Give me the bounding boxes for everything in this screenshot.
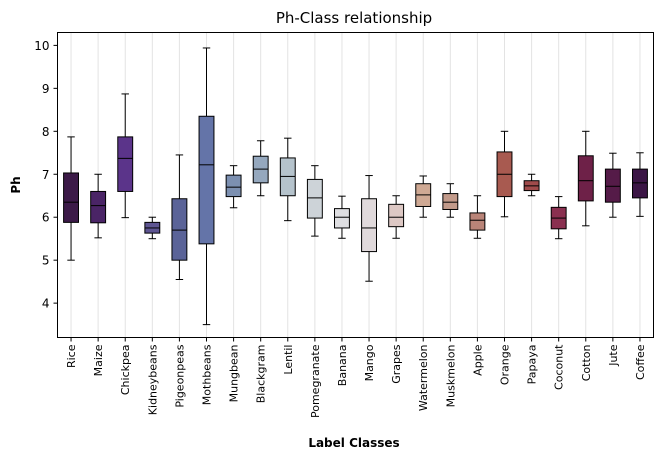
- box-chickpea: [117, 93, 134, 219]
- box-iqr: [90, 190, 107, 224]
- box-watermelon: [415, 175, 432, 218]
- box-pomegranate: [306, 165, 323, 237]
- x-tick-label: Muskmelon: [444, 344, 457, 407]
- box-plots: [63, 47, 648, 326]
- x-tick-label: Blackgram: [255, 345, 268, 404]
- box-cotton: [577, 130, 594, 227]
- x-tick-label: Coffee: [634, 344, 647, 380]
- x-tick-label: Kidneybeans: [146, 344, 159, 415]
- box-maize: [90, 173, 107, 239]
- plot-frame: [57, 32, 654, 338]
- x-tick-label: Lentil: [282, 345, 295, 375]
- box-iqr: [388, 203, 405, 228]
- box-iqr: [469, 212, 486, 231]
- x-tick-label: Coconut: [553, 344, 566, 390]
- box-banana: [334, 195, 350, 239]
- y-tick-label: 9: [42, 82, 50, 96]
- box-iqr: [63, 172, 79, 223]
- box-iqr: [198, 115, 215, 245]
- x-axis-label: Label Classes: [308, 436, 399, 450]
- box-iqr: [171, 198, 188, 261]
- box-muskmelon: [442, 183, 459, 218]
- box-kidneybeans: [144, 216, 161, 240]
- box-mothbeans: [198, 47, 215, 326]
- x-tick-label: Mothbeans: [201, 344, 214, 405]
- box-rice: [63, 136, 79, 261]
- box-iqr: [361, 198, 377, 253]
- y-tick-label: 4: [42, 297, 50, 311]
- y-tick-label: 5: [42, 254, 50, 268]
- x-tick-label: Cotton: [580, 344, 593, 381]
- box-blackgram: [252, 140, 269, 197]
- x-axis: Rice Maize Chickpea Kidneybeans Pigeonpeas Mo…: [65, 337, 647, 418]
- x-tick-label: Mango: [363, 344, 376, 381]
- box-mango: [361, 175, 377, 282]
- x-tick-label: Chickpea: [119, 345, 132, 396]
- x-tick-label: Rice: [65, 344, 78, 368]
- box-iqr: [306, 178, 323, 219]
- box-iqr: [334, 208, 350, 229]
- box-apple: [469, 195, 486, 239]
- x-tick-label: Papaya: [526, 345, 539, 385]
- box-jute: [604, 152, 621, 218]
- x-tick-label: Watermelon: [417, 344, 430, 411]
- box-iqr: [577, 155, 594, 202]
- y-tick-label: 10: [34, 39, 49, 53]
- box-iqr: [225, 174, 242, 198]
- box-coconut: [550, 196, 567, 240]
- box-orange: [496, 130, 513, 218]
- x-tick-label: Mungbean: [228, 344, 241, 402]
- x-tick-label: Grapes: [390, 344, 403, 384]
- box-coffee: [632, 152, 648, 217]
- box-iqr: [117, 136, 134, 192]
- box-papaya: [523, 173, 540, 197]
- x-tick-label: Banana: [336, 345, 349, 387]
- x-tick-label: Maize: [92, 344, 105, 376]
- chart-title: Ph-Class relationship: [276, 9, 432, 27]
- y-tick-label: 6: [42, 211, 50, 225]
- box-pigeonpeas: [171, 154, 188, 281]
- x-tick-label: Pomegranate: [309, 344, 322, 418]
- box-mungbean: [225, 165, 242, 209]
- x-tick-label: Apple: [471, 344, 484, 376]
- grid-lines: [70, 32, 641, 338]
- y-axis: 4 5 6 7 8 9 10: [34, 39, 58, 311]
- y-tick-label: 8: [42, 125, 50, 139]
- box-grapes: [388, 195, 405, 239]
- y-axis-label: Ph: [9, 176, 23, 193]
- y-tick-label: 7: [42, 168, 50, 182]
- x-tick-label: Pigeonpeas: [173, 344, 186, 407]
- box-iqr: [604, 168, 621, 203]
- x-tick-label: Jute: [607, 344, 620, 367]
- box-lentil: [279, 137, 296, 222]
- box-iqr: [632, 168, 648, 199]
- x-tick-label: Orange: [499, 344, 512, 385]
- box-iqr: [442, 193, 459, 210]
